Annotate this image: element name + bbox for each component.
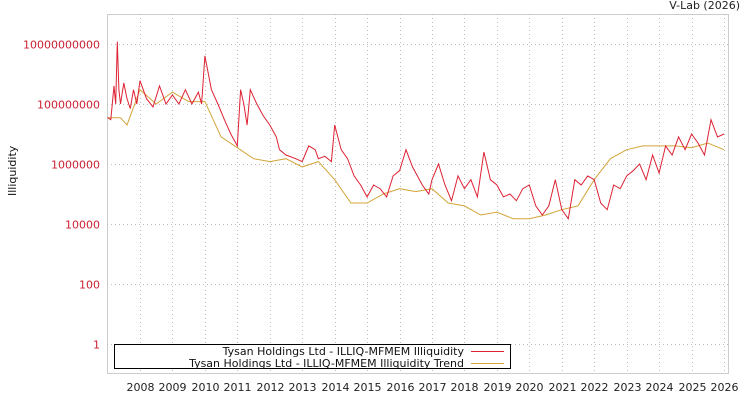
y-tick-label: 100000000 (37, 99, 100, 112)
x-tick-label: 2009 (159, 381, 187, 394)
x-tick-label: 2012 (257, 381, 285, 394)
x-tick-label: 2021 (549, 381, 577, 394)
x-tick-label: 2016 (387, 381, 415, 394)
x-tick-label: 2013 (289, 381, 317, 394)
x-tick-label: 2019 (484, 381, 512, 394)
illiquidity-line (107, 41, 725, 220)
legend-label-illiquidity: Tysan Holdings Ltd - ILLIQ-MFMEM Illiqui… (222, 345, 465, 358)
y-tick-label: 1 (93, 339, 100, 352)
x-tick-label: 2015 (354, 381, 382, 394)
y-axis-ticks: 10000000000 100000000 1000000 10000 100 1 (23, 39, 100, 352)
x-tick-label: 2010 (192, 381, 220, 394)
x-tick-label: 2025 (679, 381, 707, 394)
y-tick-label: 100 (79, 279, 100, 292)
x-tick-label: 2011 (224, 381, 252, 394)
x-axis-ticks: 2008 2009 2010 2011 2012 2013 2014 2015 2016 2017… (127, 381, 739, 394)
legend: Tysan Holdings Ltd - ILLIQ-MFMEM Illiqui… (114, 344, 511, 370)
legend-label-trend: Tysan Holdings Ltd - ILLIQ-MFMEM Illiqui… (188, 357, 464, 370)
y-tick-label: 10000000000 (23, 39, 100, 52)
trend-line (107, 88, 725, 220)
x-tick-label: 2022 (581, 381, 609, 394)
plot-area (107, 14, 729, 374)
x-tick-label: 2017 (419, 381, 447, 394)
legend-box (114, 344, 511, 369)
x-tick-label: 2008 (127, 381, 155, 394)
x-tick-label: 2020 (516, 381, 544, 394)
y-tick-label: 1000000 (51, 159, 100, 172)
x-tick-label: 2014 (322, 381, 350, 394)
x-tick-label: 2024 (646, 381, 674, 394)
x-tick-label: 2018 (451, 381, 479, 394)
x-tick-label: 2023 (614, 381, 642, 394)
vlab-credit: V-Lab (2026) (669, 0, 740, 12)
y-tick-label: 10000 (65, 219, 100, 232)
x-tick-label: 2026 (711, 381, 739, 394)
